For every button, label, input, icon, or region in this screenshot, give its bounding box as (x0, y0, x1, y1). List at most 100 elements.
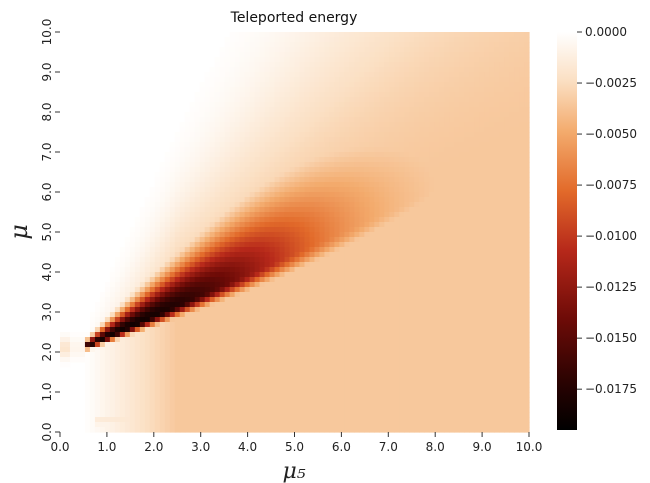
heatmap-cell (254, 267, 261, 273)
heatmap-cell (344, 292, 350, 298)
heatmap-cell (509, 312, 515, 318)
heatmap-cell (324, 177, 331, 183)
heatmap-cell (409, 297, 415, 303)
heatmap-cell (499, 247, 505, 253)
heatmap-cell (204, 272, 211, 278)
heatmap-cell (214, 62, 221, 68)
heatmap-cell (214, 152, 221, 158)
heatmap-cell (494, 317, 500, 323)
heatmap-cell (274, 37, 281, 43)
heatmap-cell (514, 142, 520, 148)
heatmap-cell (214, 307, 221, 313)
heatmap-cell (499, 352, 505, 358)
heatmap-cell (369, 177, 375, 183)
heatmap-cell (239, 62, 246, 68)
heatmap-cell (249, 162, 256, 168)
heatmap-cell (429, 252, 435, 258)
heatmap-cell (509, 92, 515, 98)
heatmap-cell (294, 112, 301, 118)
heatmap-cell (144, 342, 151, 348)
heatmap-cell (139, 222, 146, 228)
heatmap-cell (429, 297, 435, 303)
heatmap-cell (309, 57, 316, 63)
heatmap-cell (444, 172, 450, 178)
heatmap-cell (354, 202, 360, 208)
heatmap-cell (194, 347, 201, 353)
heatmap-cell (359, 282, 365, 288)
heatmap-cell (499, 142, 505, 148)
heatmap-cell (409, 307, 415, 313)
heatmap-cell (409, 92, 415, 98)
heatmap-cell (469, 172, 475, 178)
heatmap-cell (374, 102, 380, 108)
heatmap-cell (364, 147, 370, 153)
heatmap-cell (304, 217, 311, 223)
heatmap-cell (449, 57, 455, 63)
heatmap-cell (274, 77, 281, 83)
heatmap-cell (284, 87, 291, 93)
heatmap-cell (114, 317, 121, 323)
heatmap-cell (339, 142, 345, 148)
heatmap-cell (524, 282, 530, 288)
heatmap-cell (514, 272, 520, 278)
heatmap-cell (339, 312, 345, 318)
heatmap-cell (259, 147, 266, 153)
heatmap-cell (304, 92, 311, 98)
heatmap-cell (494, 157, 500, 163)
heatmap-cell (429, 352, 435, 358)
heatmap-cell (184, 242, 191, 248)
heatmap-cell (359, 202, 365, 208)
heatmap-cell (429, 292, 435, 298)
heatmap-cell (299, 82, 306, 88)
heatmap-cell (194, 332, 201, 338)
heatmap-cell (514, 287, 520, 293)
heatmap-cell (459, 307, 465, 313)
heatmap-cell (284, 142, 291, 148)
heatmap-cell (499, 197, 505, 203)
heatmap-cell (394, 187, 400, 193)
heatmap-cell (259, 167, 266, 173)
heatmap-cell (109, 327, 116, 333)
heatmap-cell (429, 162, 435, 168)
heatmap-cell (219, 212, 226, 218)
heatmap-cell (294, 102, 301, 108)
heatmap-cell (504, 32, 510, 38)
heatmap-cell (309, 247, 316, 253)
heatmap-cell (269, 277, 276, 283)
heatmap-cell (144, 262, 151, 268)
heatmap-cell (169, 222, 176, 228)
heatmap-cell (189, 177, 196, 183)
heatmap-cell (184, 152, 191, 158)
heatmap-cell (374, 42, 380, 48)
heatmap-cell (359, 197, 365, 203)
heatmap-cell (384, 122, 390, 128)
heatmap-cell (469, 87, 475, 93)
heatmap-cell (154, 322, 161, 328)
heatmap-cell (489, 182, 495, 188)
heatmap-cell (179, 332, 186, 338)
heatmap-cell (519, 97, 525, 103)
heatmap-cell (384, 317, 390, 323)
heatmap-cell (394, 87, 400, 93)
heatmap-cell (504, 192, 510, 198)
heatmap-cell (169, 172, 176, 178)
heatmap-cell (269, 242, 276, 248)
heatmap-cell (289, 172, 296, 178)
heatmap-cell (124, 252, 131, 258)
heatmap-cell (379, 172, 385, 178)
heatmap-cell (124, 317, 131, 323)
heatmap-cell (374, 342, 380, 348)
heatmap-cell (524, 307, 530, 313)
heatmap-cell (444, 42, 450, 48)
heatmap-cell (334, 272, 340, 278)
heatmap-cell (254, 42, 261, 48)
heatmap-cell (194, 152, 201, 158)
heatmap-cell (149, 262, 156, 268)
heatmap-cell (454, 77, 460, 83)
heatmap-cell (294, 172, 301, 178)
heatmap-cell (174, 307, 181, 313)
heatmap-cell (224, 347, 231, 353)
heatmap-cell (314, 167, 321, 173)
heatmap-cell (399, 337, 405, 343)
heatmap-cell (169, 277, 176, 283)
